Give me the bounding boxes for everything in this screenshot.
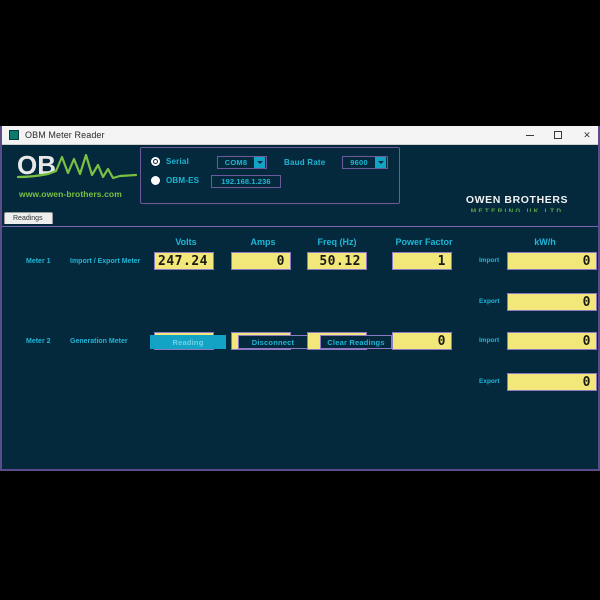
column-header-volts: Volts: [175, 237, 197, 247]
maximize-icon: [554, 131, 562, 139]
clear-readings-button[interactable]: Clear Readings: [320, 335, 392, 349]
meter-2-import-label: Import: [479, 337, 500, 344]
column-header-kwh: kW/h: [534, 237, 556, 247]
application-window: OBM Meter Reader ✕ OB www.owen-brothers.…: [0, 126, 600, 471]
baud-rate-value: 9600: [350, 158, 368, 167]
obm-logo-mark: OB: [16, 150, 138, 180]
title-bar: OBM Meter Reader ✕: [2, 126, 598, 145]
radio-unselected-icon: [151, 176, 160, 185]
tab-strip: Readings: [2, 212, 598, 226]
meter-2-export-label: Export: [479, 378, 500, 385]
meter-2-power-factor-value: 0: [392, 332, 452, 350]
maximize-button[interactable]: [544, 126, 572, 145]
meter-2-id: Meter 2: [26, 338, 51, 345]
meter-1-volts-value: 247.24: [154, 252, 214, 270]
window-title: OBM Meter Reader: [25, 130, 105, 140]
radio-selected-icon: [151, 157, 160, 166]
disconnect-button[interactable]: Disconnect: [238, 335, 308, 349]
app-icon: [9, 130, 19, 140]
meter-1-export-label: Export: [479, 298, 500, 305]
ip-address-input[interactable]: 192.168.1.236: [211, 175, 281, 188]
radio-serial[interactable]: Serial: [151, 157, 189, 166]
connection-panel: Serial OBM-ES COM8 Baud Rate 9600 192.16…: [140, 147, 400, 204]
meter-2-kwh-export-value: 0: [507, 373, 597, 391]
radio-obmes[interactable]: OBM-ES: [151, 176, 199, 185]
meter-1-kwh-import-value: 0: [507, 252, 597, 270]
window-controls: ✕: [516, 126, 598, 145]
radio-serial-label: Serial: [166, 157, 189, 166]
baud-rate-label: Baud Rate: [284, 158, 326, 167]
logo-website-url[interactable]: www.owen-brothers.com: [19, 189, 122, 199]
port-select[interactable]: COM8: [217, 156, 267, 169]
port-select-value: COM8: [224, 158, 248, 167]
column-header-amps: Amps: [250, 237, 276, 247]
column-header-freq: Freq (Hz): [317, 237, 357, 247]
tab-readings[interactable]: Readings: [4, 212, 53, 224]
meter-1-kwh-export-value: 0: [507, 293, 597, 311]
close-button[interactable]: ✕: [583, 129, 591, 140]
obm-logo: OB www.owen-brothers.com: [16, 147, 141, 209]
meter-1-freq-value: 50.12: [307, 252, 367, 270]
meter-1-power-factor-value: 1: [392, 252, 452, 270]
meter-2-name: Generation Meter: [70, 338, 128, 345]
header-banner: OB www.owen-brothers.com Serial OBM-ES C…: [2, 145, 598, 215]
chevron-down-icon[interactable]: [254, 157, 265, 168]
reading-button[interactable]: Reading: [150, 335, 226, 349]
brand-tagline: METERING UK LTD: [442, 208, 592, 215]
column-header-power-factor: Power Factor: [395, 237, 453, 247]
meter-1-import-label: Import: [479, 257, 500, 264]
minimize-icon: [526, 134, 534, 136]
connection-button-row: Reading Disconnect Clear Readings: [150, 335, 400, 349]
meter-2-kwh-import-value: 0: [507, 332, 597, 350]
radio-obmes-label: OBM-ES: [166, 176, 200, 185]
chevron-down-icon[interactable]: [375, 157, 386, 168]
meter-1-amps-value: 0: [231, 252, 291, 270]
baud-rate-select[interactable]: 9600: [342, 156, 388, 169]
minimize-button[interactable]: [516, 126, 544, 145]
meter-1-name: Import / Export Meter: [70, 258, 141, 265]
owen-brothers-branding: OWEN BROTHERS METERING UK LTD: [442, 194, 592, 215]
brand-name: OWEN BROTHERS: [465, 194, 569, 206]
meter-1-id: Meter 1: [26, 258, 51, 265]
